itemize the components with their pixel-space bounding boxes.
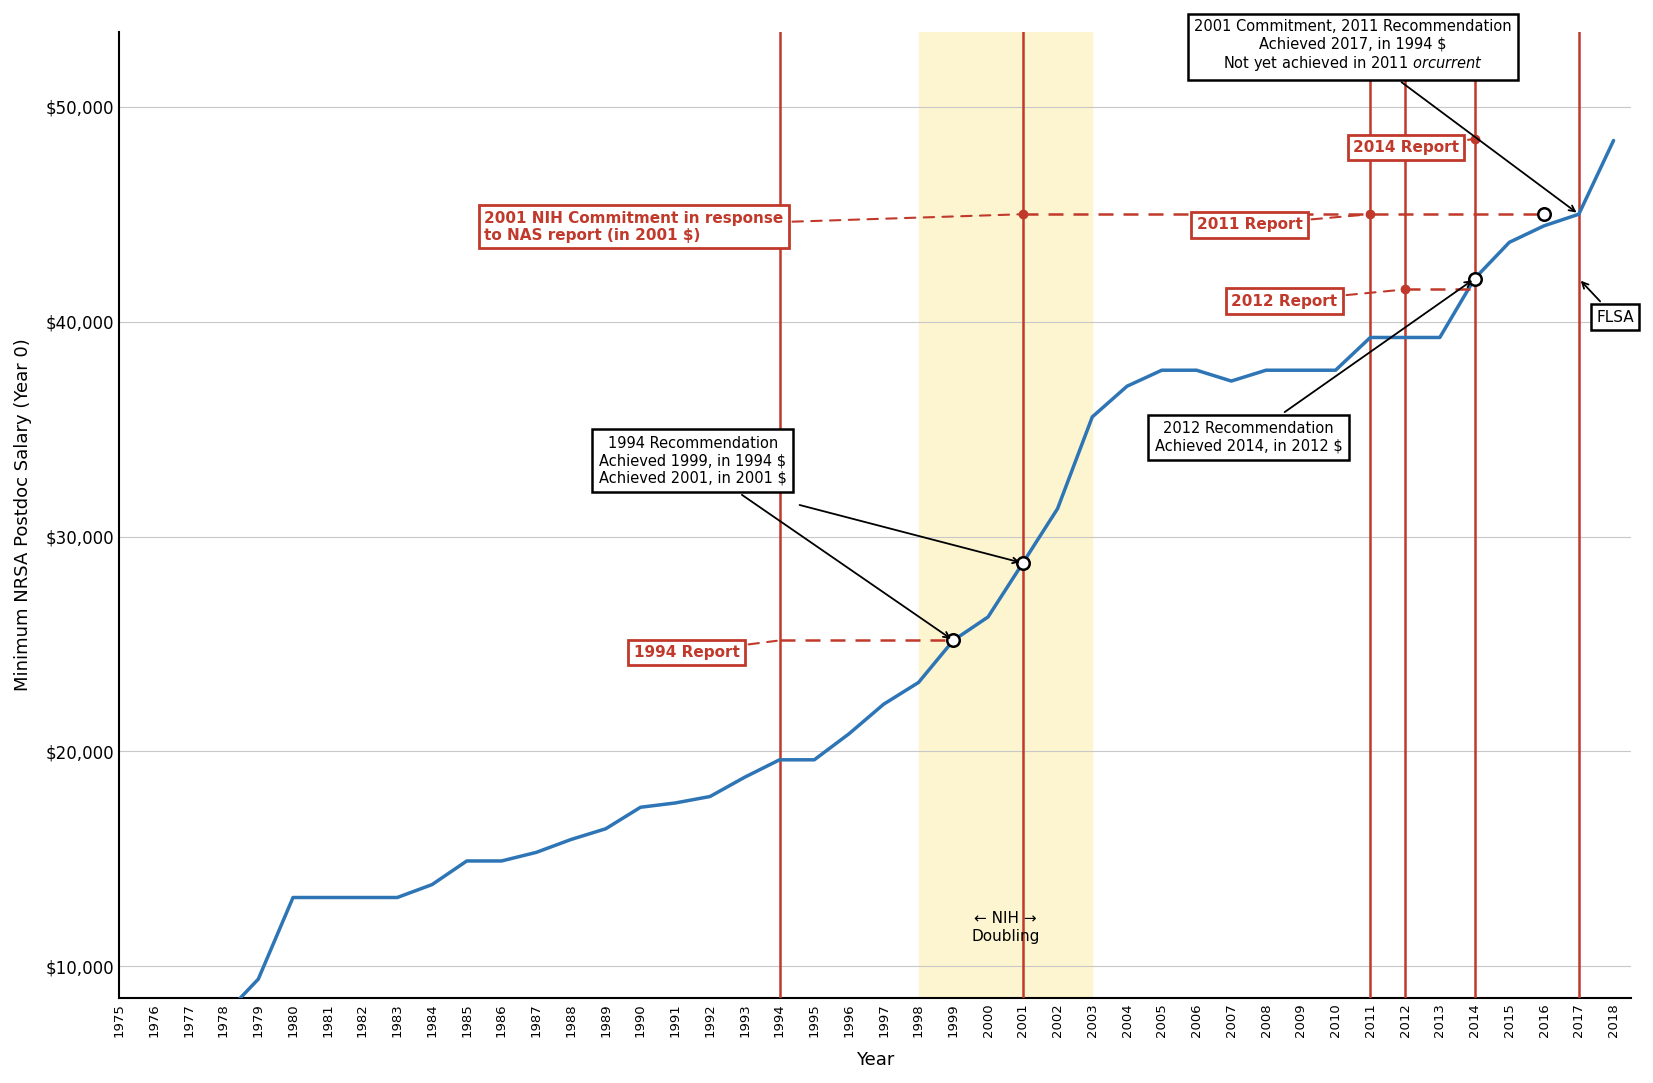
Text: ← NIH →
Doubling: ← NIH → Doubling xyxy=(972,912,1040,943)
Bar xyxy=(919,31,1093,999)
Y-axis label: Minimum NRSA Postdoc Salary (Year 0): Minimum NRSA Postdoc Salary (Year 0) xyxy=(13,339,31,691)
Text: 2011 Report: 2011 Report xyxy=(1197,214,1367,232)
Text: 2012 Recommendation
Achieved 2014, in 2012 $: 2012 Recommendation Achieved 2014, in 20… xyxy=(1155,282,1471,454)
Text: 2001 NIH Commitment in response
to NAS report (in 2001 $): 2001 NIH Commitment in response to NAS r… xyxy=(484,210,1020,243)
Text: 1994 Recommendation
Achieved 1999, in 1994 $
Achieved 2001, in 2001 $: 1994 Recommendation Achieved 1999, in 19… xyxy=(598,436,949,638)
Text: 1994 Report: 1994 Report xyxy=(633,641,777,660)
Text: 2014 Report: 2014 Report xyxy=(1352,140,1471,155)
X-axis label: Year: Year xyxy=(856,1052,894,1069)
Text: 2012 Report: 2012 Report xyxy=(1231,289,1402,309)
Text: 2001 Commitment, 2011 Recommendation
Achieved 2017, in 1994 $
Not yet achieved i: 2001 Commitment, 2011 Recommendation Ach… xyxy=(1193,18,1575,211)
Text: FLSA: FLSA xyxy=(1582,283,1633,325)
